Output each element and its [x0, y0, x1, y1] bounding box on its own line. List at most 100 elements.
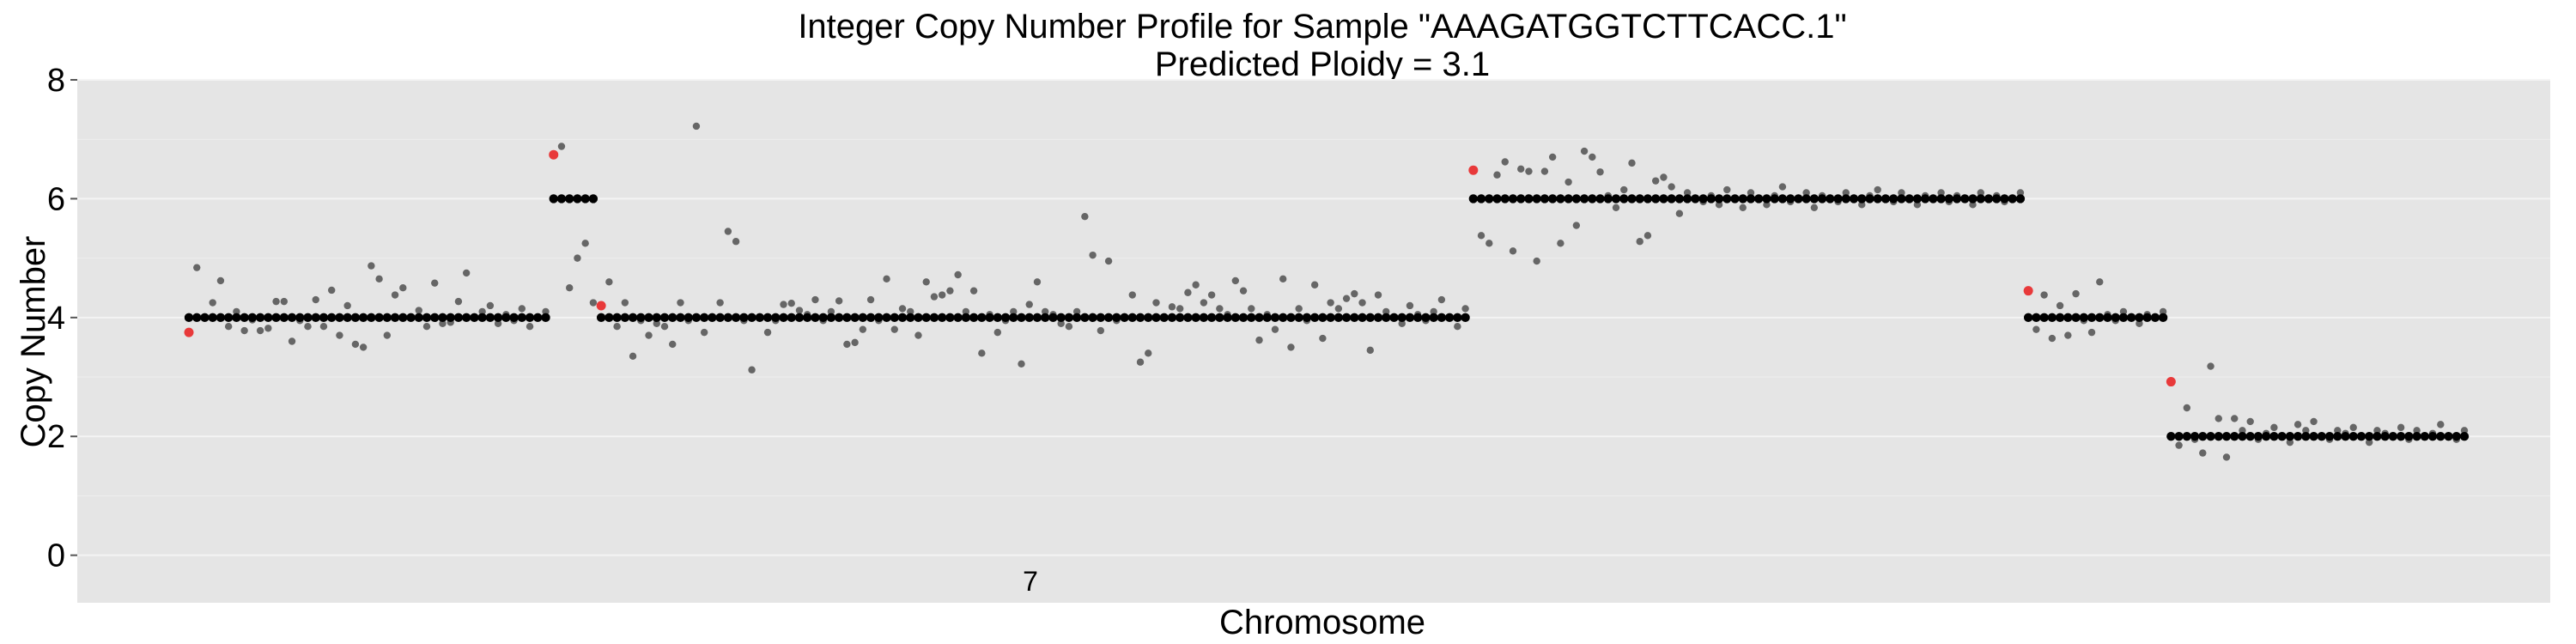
integer-copy-point: [477, 313, 487, 323]
integer-copy-point: [1017, 313, 1026, 323]
integer-copy-point: [1191, 313, 1200, 323]
integer-copy-point: [2126, 313, 2136, 323]
raw-point: [1104, 257, 1113, 265]
raw-point: [256, 326, 264, 335]
integer-copy-point: [1382, 313, 1391, 323]
raw-point: [1778, 183, 1787, 191]
raw-point: [1937, 189, 1945, 197]
integer-copy-point: [1350, 313, 1359, 323]
integer-copy-point: [271, 313, 281, 323]
raw-point: [240, 326, 248, 335]
breakpoint-point: [1468, 165, 1479, 175]
integer-copy-point: [866, 313, 876, 323]
integer-copy-point: [771, 313, 781, 323]
raw-point: [1501, 158, 1509, 166]
raw-point: [763, 328, 772, 337]
integer-copy-point: [446, 313, 455, 323]
raw-point: [2286, 438, 2294, 447]
integer-copy-point: [2253, 432, 2263, 441]
plot-panel: [77, 80, 2550, 603]
integer-copy-point: [1041, 313, 1050, 323]
raw-point: [692, 122, 701, 131]
integer-copy-point: [335, 313, 344, 323]
integer-copy-point: [1714, 194, 1724, 204]
raw-point: [1485, 240, 1493, 247]
integer-copy-point: [311, 313, 320, 323]
raw-point: [359, 343, 368, 351]
integer-copy-point: [1159, 313, 1169, 323]
integer-copy-point: [2348, 432, 2358, 441]
raw-point: [415, 307, 422, 314]
integer-copy-point: [2245, 432, 2255, 441]
raw-point: [1898, 189, 1905, 197]
raw-point: [224, 322, 233, 331]
integer-copy-point: [1238, 313, 1249, 323]
raw-point: [1557, 240, 1564, 247]
raw-point: [1596, 168, 1604, 176]
raw-point: [1097, 326, 1105, 335]
raw-point: [2231, 415, 2239, 422]
raw-point: [1651, 177, 1660, 185]
integer-copy-point: [2221, 432, 2232, 441]
integer-copy-point: [2095, 313, 2105, 323]
raw-point: [898, 305, 907, 313]
raw-point: [1334, 305, 1343, 313]
raw-point: [288, 337, 296, 345]
integer-copy-point: [1144, 313, 1153, 323]
raw-point: [1636, 238, 1643, 246]
breakpoint-point: [184, 327, 194, 337]
raw-point: [1564, 178, 1572, 186]
integer-copy-point: [1659, 194, 1668, 204]
raw-point: [1033, 278, 1042, 286]
raw-point: [1660, 173, 1668, 181]
integer-copy-point: [264, 313, 273, 323]
raw-point: [653, 319, 660, 327]
breakpoint-point: [2166, 377, 2176, 387]
integer-copy-point: [247, 313, 258, 323]
integer-copy-point: [1405, 313, 1415, 323]
raw-point: [1572, 222, 1581, 229]
raw-point: [613, 322, 621, 331]
raw-point: [1374, 291, 1382, 299]
integer-copy-point: [1992, 194, 2002, 204]
integer-copy-point: [1888, 194, 1899, 204]
integer-copy-point: [708, 313, 717, 323]
raw-point: [1089, 251, 1097, 259]
integer-copy-point: [1429, 313, 1438, 323]
integer-copy-point: [1009, 313, 1018, 323]
integer-copy-point: [2380, 432, 2390, 441]
raw-point: [930, 293, 939, 301]
integer-copy-point: [890, 313, 899, 323]
raw-point: [2334, 427, 2342, 434]
raw-point: [1366, 346, 1374, 355]
integer-copy-point: [2324, 432, 2335, 441]
integer-copy-point: [2420, 432, 2430, 441]
raw-point: [1683, 189, 1692, 197]
raw-point: [209, 299, 216, 307]
integer-copy-point: [1175, 313, 1185, 323]
integer-copy-point: [2015, 194, 2026, 204]
integer-copy-point: [2118, 313, 2129, 323]
integer-copy-point: [1103, 313, 1114, 323]
raw-point: [1580, 147, 1589, 155]
raw-point: [1042, 307, 1049, 316]
raw-point: [2048, 334, 2057, 343]
raw-point: [859, 325, 867, 333]
integer-copy-point: [1080, 313, 1090, 323]
integer-copy-point: [2111, 313, 2120, 323]
raw-point: [954, 270, 962, 279]
raw-point: [1763, 201, 1771, 209]
integer-copy-point: [1453, 313, 1462, 323]
raw-point: [2064, 331, 2072, 339]
raw-point: [969, 287, 978, 295]
integer-copy-point: [1255, 313, 1264, 323]
integer-copy-point: [1532, 194, 1541, 204]
integer-copy-point: [556, 194, 567, 204]
integer-copy-point: [2356, 432, 2366, 441]
integer-copy-point: [1571, 194, 1582, 204]
integer-copy-point: [398, 313, 408, 323]
y-axis: 0 2 4 6 8: [47, 63, 77, 574]
integer-copy-point: [184, 313, 194, 323]
raw-point: [1548, 153, 1557, 161]
raw-point: [1128, 291, 1136, 299]
